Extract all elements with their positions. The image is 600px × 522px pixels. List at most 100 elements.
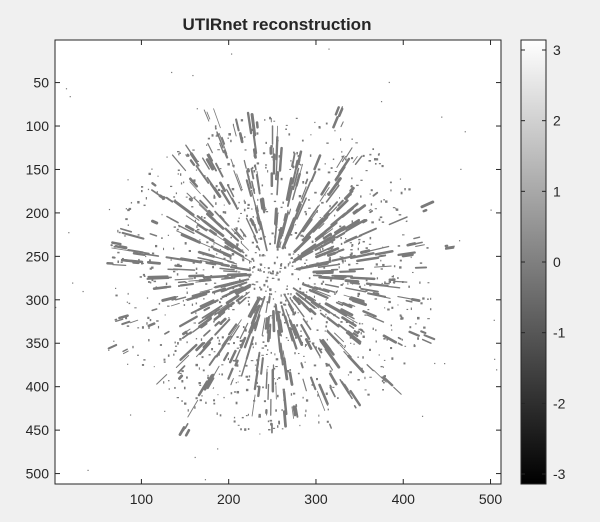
speckle-dot [217,336,219,339]
speckle-dot [302,282,305,285]
speckle-dot [247,428,250,430]
speckle-streak [238,296,247,305]
noise-dot [314,121,316,124]
speckle-streak [201,219,214,230]
speckle-dot [267,267,270,270]
speckle-streak [254,322,259,332]
speckle-dot [286,285,288,288]
speckle-streak [326,329,344,347]
noise-dot [253,155,255,157]
speckle-streak [235,118,240,132]
speckle-streak [225,294,240,305]
speckle-dot [231,187,235,191]
speckle-dot [325,392,328,395]
speckle-dot [252,172,254,176]
speckle-dot [251,208,253,210]
speckle-dot [221,364,224,366]
speckle-dot [365,170,368,172]
speckle-dot [378,218,381,221]
speckle-streak [329,423,332,429]
speckle-dot [180,182,183,185]
speckle-streak [189,159,196,167]
speckle-streak [340,121,344,128]
speckle-dot [163,361,166,363]
speckle-dot [362,335,365,338]
speckle-dot [176,397,179,399]
speckle-dot [227,357,230,361]
speckle-dot [271,272,274,275]
speckle-dot [313,364,317,367]
speckle-dot [357,379,360,381]
speckle-dot [419,262,423,264]
speckle-dot [337,182,339,186]
noise-dot [171,71,173,74]
x-tick-label: 300 [304,491,328,507]
speckle-streak [235,231,241,238]
speckle-dot [205,401,207,404]
speckle-dot [216,133,219,136]
speckle-streak [293,303,305,318]
speckle-dot [183,304,186,306]
speckle-streak [291,406,295,419]
speckle-dot [273,305,276,308]
speckle-streak [231,264,237,267]
speckle-dot [393,265,396,268]
noise-dot [194,456,196,459]
speckle-dot [241,416,244,419]
speckle-streak [253,200,260,220]
speckle-streak [187,399,199,418]
speckle-streak [349,252,375,260]
speckle-dot [285,288,288,290]
speckle-streak [293,235,311,254]
speckle-dot [247,203,250,206]
speckle-streak [179,315,198,328]
noise-dot [493,319,495,321]
speckle-dot [317,394,319,397]
speckle-dot [358,241,361,244]
speckle-streak [203,329,211,337]
speckle-dot [285,299,287,302]
speckle-streak [229,265,251,272]
speckle-dot [305,399,309,402]
speckle-dot [325,299,327,301]
speckle-streak [121,231,145,240]
speckle-dot [370,203,373,206]
speckle-streak [233,170,242,192]
speckle-streak [209,259,224,264]
speckle-dot [412,271,414,274]
speckle-dot [357,292,361,296]
speckle-dot [134,307,137,309]
speckle-dot [276,394,279,398]
speckle-dot [314,191,317,194]
speckle-dot [270,351,272,354]
speckle-dot [340,284,343,286]
speckle-streak [301,283,319,291]
speckle-dot [184,281,188,283]
speckle-streak [320,312,326,318]
speckle-dot [430,297,432,300]
speckle-streak [197,223,208,232]
speckle-streak [374,265,392,268]
speckle-streak [336,199,349,212]
noise-dot [195,169,198,171]
speckle-streak [189,181,201,194]
speckle-streak [422,208,428,213]
speckle-streak [365,282,389,288]
speckle-dot [392,275,394,278]
speckle-dot [235,401,238,405]
speckle-dot [280,334,282,337]
speckle-dot [370,189,373,192]
speckle-dot [259,268,262,271]
speckle-streak [348,267,365,271]
noise-dot [213,286,215,289]
speckle-dot [213,351,216,353]
noise-dot [192,74,194,77]
speckle-dot [253,164,256,168]
speckle-dot [237,381,239,383]
speckle-dot [236,336,239,339]
speckle-dot [219,414,222,417]
speckle-streak [445,245,455,249]
speckle-dot [278,229,281,232]
noise-dot [164,410,166,412]
noise-dot [129,414,132,416]
